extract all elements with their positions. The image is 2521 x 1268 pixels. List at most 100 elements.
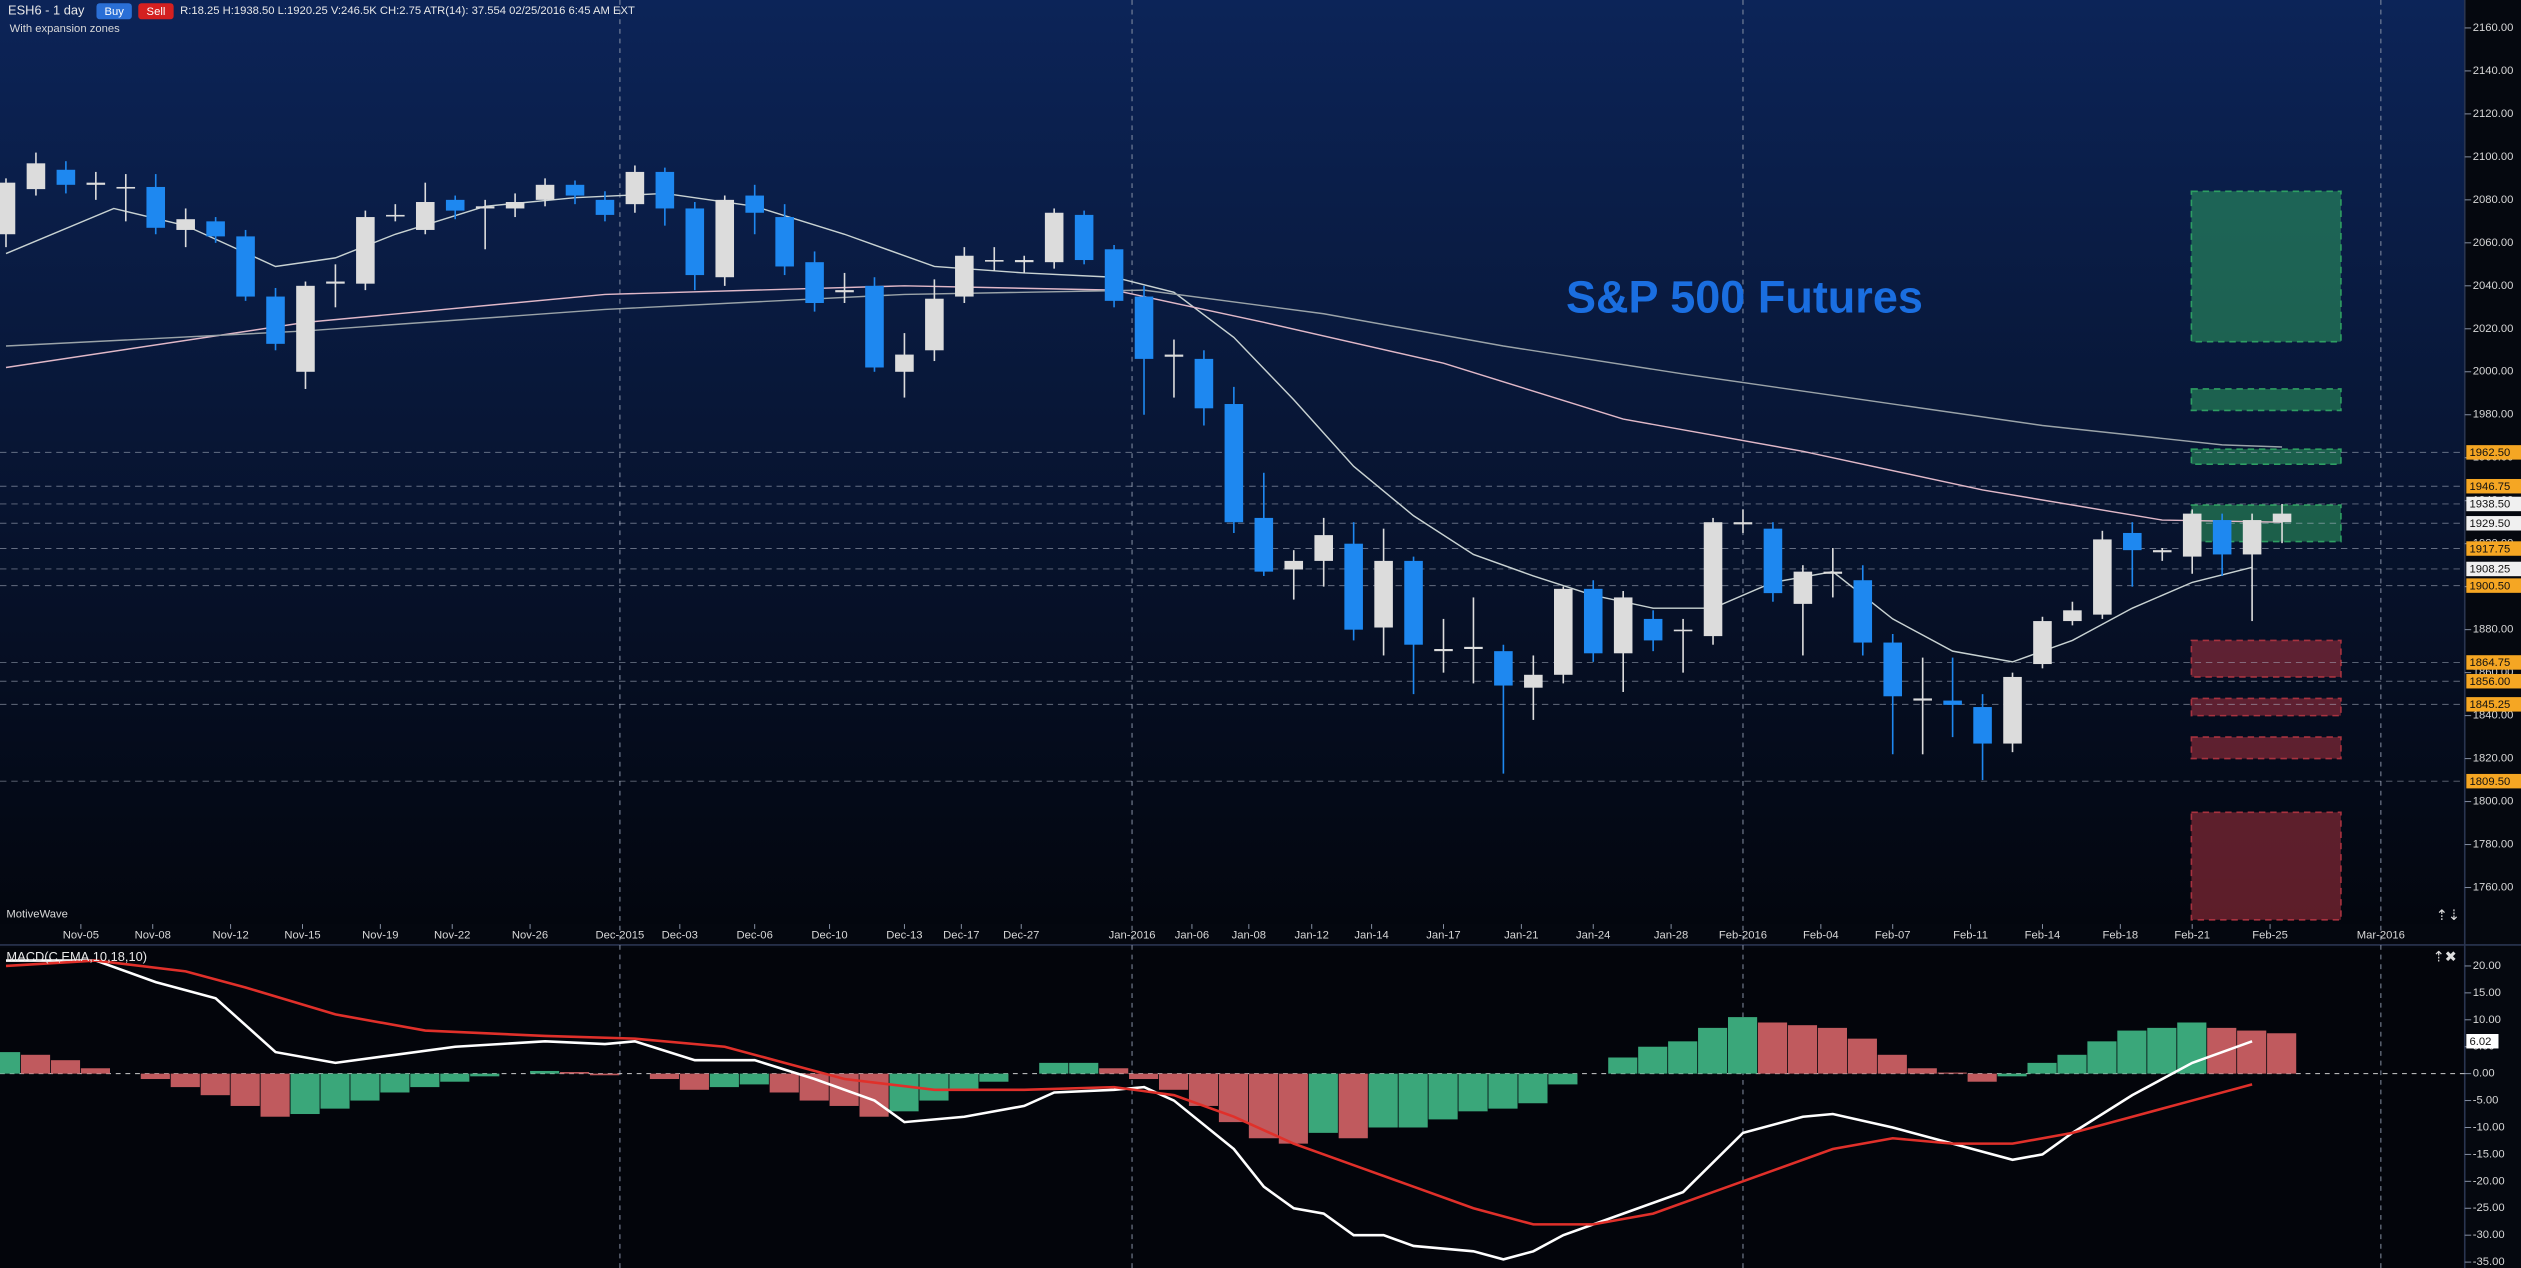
level-tag	[2466, 697, 2521, 712]
histogram-bar	[350, 1073, 380, 1101]
candle-body	[1673, 629, 1693, 632]
candle-body	[146, 186, 166, 228]
candle-body	[445, 199, 465, 211]
histogram-bar	[1668, 1041, 1698, 1074]
candle-body	[775, 217, 794, 267]
y-tick-label: 20.00	[2473, 960, 2501, 972]
candle-body	[865, 285, 884, 368]
histogram-bar	[530, 1070, 560, 1074]
expansion-zone	[2190, 388, 2342, 412]
histogram-bar	[1488, 1073, 1518, 1109]
candle-body	[805, 262, 824, 304]
x-tick-label: Jan-12	[1295, 929, 1329, 941]
y-tick-label: -5.00	[2473, 1095, 2499, 1107]
candle-body	[1134, 296, 1154, 359]
candle-body	[1224, 404, 1244, 523]
y-tick-label: 2160.00	[2473, 22, 2514, 34]
level-label: 1929.50	[2470, 518, 2511, 530]
candle-body	[176, 219, 195, 230]
sell-button[interactable]	[138, 3, 174, 20]
x-tick-label: Nov-12	[212, 929, 248, 941]
histogram-bar	[560, 1072, 590, 1074]
y-tick-label: 1840.00	[2473, 710, 2514, 722]
histogram-bar	[1548, 1073, 1578, 1085]
histogram-bar	[739, 1073, 769, 1085]
candle-body	[1524, 674, 1543, 688]
y-tick-label: -35.00	[2473, 1256, 2505, 1268]
x-tick-label: Jan-08	[1232, 929, 1266, 941]
x-tick-label: Dec-06	[737, 929, 773, 941]
y-tick-label: 1860.00	[2473, 667, 2514, 679]
brand: MotiveWave	[6, 908, 67, 920]
candle-body	[296, 285, 315, 372]
y-tick-label: 2140.00	[2473, 65, 2514, 77]
histogram-bar	[949, 1073, 979, 1090]
histogram-bar	[1398, 1073, 1428, 1128]
candle-body	[1284, 560, 1304, 570]
histogram-bar	[1188, 1073, 1219, 1106]
candle-body	[655, 171, 675, 209]
buy-button[interactable]	[96, 3, 132, 20]
histogram-bar	[919, 1073, 949, 1101]
x-tick-label: Feb-04	[1803, 929, 1839, 941]
symbol: ESH6 - 1 day	[8, 3, 85, 18]
level-label: 1946.75	[2470, 481, 2511, 493]
x-tick-label: Nov-22	[434, 929, 470, 941]
histogram-bar	[1817, 1027, 1847, 1074]
histogram-bar	[1787, 1025, 1818, 1074]
y-tick-label: 10.00	[2473, 1014, 2501, 1026]
sell-label[interactable]: Sell	[147, 6, 166, 18]
candle-body	[1823, 571, 1843, 574]
candle-body	[745, 195, 764, 213]
candle-body	[1554, 588, 1573, 675]
candle-body	[2272, 513, 2292, 523]
candle-body	[26, 163, 46, 190]
level-label: 1864.75	[2470, 657, 2511, 669]
histogram-bar	[2267, 1033, 2297, 1074]
candle-body	[1494, 651, 1513, 686]
candle-body	[1943, 700, 1962, 705]
candle-body	[1254, 517, 1274, 572]
level-tag	[2466, 516, 2521, 531]
candle-body	[0, 182, 16, 235]
histogram-bar	[20, 1054, 51, 1074]
candle-body	[1374, 560, 1393, 628]
level-label: 1900.50	[2470, 580, 2511, 592]
candle-body	[1104, 249, 1124, 301]
scroll-arrows[interactable]: ⇡⇣	[2436, 908, 2460, 924]
histogram-bar	[1099, 1068, 1129, 1074]
histogram-bar	[1638, 1046, 1668, 1074]
candle-body	[1164, 354, 1184, 357]
level-label: 1908.25	[2470, 564, 2511, 576]
buy-label[interactable]: Buy	[104, 6, 124, 18]
histogram-bar	[2147, 1027, 2177, 1074]
x-tick-label: Dec-10	[811, 929, 847, 941]
histogram-bar	[440, 1073, 470, 1082]
x-tick-label: Feb-14	[2025, 929, 2061, 941]
panel-controls[interactable]: ⇡✖	[2433, 950, 2457, 966]
level-tag	[2466, 478, 2521, 494]
level-tag	[2466, 674, 2521, 689]
histogram-bar	[2177, 1022, 2207, 1074]
histogram-bar	[380, 1073, 410, 1093]
candle-body	[1014, 260, 1034, 263]
candle-body	[116, 186, 136, 189]
histogram-bar	[1757, 1022, 1788, 1074]
candle-body	[266, 296, 285, 344]
month-tick-label: Jan-2016	[1109, 929, 1156, 941]
month-tick-label: Dec-2015	[596, 929, 645, 941]
histogram-bar	[1069, 1062, 1099, 1074]
expansion-zone	[2190, 736, 2342, 760]
histogram-bar	[979, 1073, 1009, 1082]
y-tick-label: 1980.00	[2473, 409, 2514, 421]
expansion-zone	[2190, 697, 2342, 717]
candle-body	[2182, 513, 2202, 557]
month-tick-label: Mar-2016	[2357, 929, 2405, 941]
candle-body	[2123, 532, 2142, 551]
histogram-bar	[1248, 1073, 1278, 1139]
y-tick-label: 0.00	[2473, 1068, 2495, 1080]
y-tick-label: 1780.00	[2473, 839, 2514, 851]
candle-body	[2003, 676, 2022, 744]
level-tag	[2466, 578, 2521, 593]
